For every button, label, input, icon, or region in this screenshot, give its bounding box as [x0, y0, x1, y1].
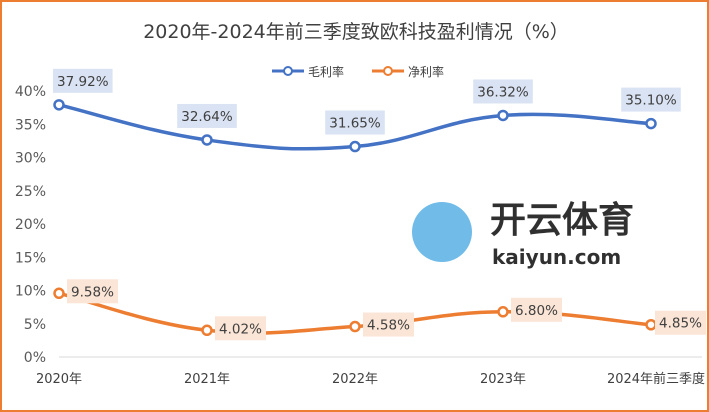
data-point[interactable] [201, 324, 213, 337]
data-label: 31.65% [329, 116, 381, 132]
legend-label: 毛利率 [308, 64, 344, 79]
y-tick-label: 20% [15, 217, 46, 233]
legend-item[interactable]: 毛利率 [272, 64, 344, 79]
y-tick-label: 40% [15, 84, 46, 100]
legend-marker-icon [283, 66, 293, 76]
data-label-bg [363, 312, 414, 337]
y-tick-label: 0% [24, 350, 46, 366]
data-point[interactable] [349, 320, 361, 333]
chart-title: 2020年-2024年前三季度致欧科技盈利情况（%） [143, 21, 569, 43]
series-net-margin: 9.58% 4.02% 4.58% 6.80% 4.85% [53, 279, 706, 341]
watermark: 开云体育 kaiyun.com [412, 200, 634, 269]
data-label: 37.92% [57, 74, 109, 90]
data-label: 35.10% [625, 93, 677, 109]
data-label-bg [511, 297, 562, 322]
x-tick-label: 2022年 [332, 372, 378, 387]
data-point[interactable] [497, 306, 509, 318]
y-tick-label: 10% [15, 284, 46, 300]
watermark-site: kaiyun.com [492, 245, 621, 269]
data-label: 32.64% [181, 109, 233, 125]
data-label: 9.58% [71, 284, 114, 300]
watermark-logo-icon [412, 202, 472, 262]
y-tick-label: 35% [15, 117, 46, 133]
data-label-bg [473, 79, 533, 104]
data-label: 4.85% [659, 316, 702, 332]
y-tick-label: 25% [15, 184, 46, 200]
data-label-bg [621, 87, 681, 112]
data-point[interactable] [645, 117, 657, 130]
data-label-bg [53, 68, 113, 93]
data-label: 4.02% [219, 321, 262, 337]
y-tick-label: 30% [15, 151, 46, 167]
x-tick-label: 2020年 [36, 372, 82, 387]
data-label-bg [325, 110, 385, 135]
data-label-bg [215, 316, 266, 341]
x-tick-label: 2024年前三季度 [607, 371, 705, 387]
series-gross-margin: 37.92% 32.64% 31.65% 36.32% 35.10% [53, 68, 681, 153]
data-label-bg [177, 103, 237, 128]
data-label: 4.58% [367, 318, 410, 334]
data-point[interactable] [645, 318, 657, 331]
data-point[interactable] [497, 109, 509, 122]
data-point[interactable] [53, 287, 65, 300]
data-label: 36.32% [477, 84, 529, 100]
watermark-brand: 开云体育 [490, 200, 634, 241]
data-point[interactable] [201, 134, 213, 146]
data-point[interactable] [53, 99, 65, 111]
data-label: 6.80% [515, 303, 558, 319]
x-tick-label: 2023年 [480, 372, 526, 387]
data-label-bg [655, 310, 706, 335]
y-tick-label: 5% [24, 317, 46, 333]
data-point[interactable] [349, 140, 361, 153]
legend-label: 净利率 [408, 64, 444, 79]
x-tick-label: 2021年 [184, 372, 230, 387]
data-label-bg [67, 279, 118, 304]
legend-marker-icon [383, 66, 393, 76]
legend-item[interactable]: 净利率 [372, 64, 444, 79]
y-tick-label: 15% [15, 250, 46, 266]
